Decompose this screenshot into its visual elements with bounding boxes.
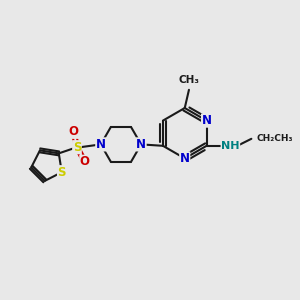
Text: CH₂CH₃: CH₂CH₃ (257, 134, 293, 143)
Text: O: O (80, 155, 90, 168)
Text: S: S (58, 166, 66, 179)
Text: S: S (73, 141, 81, 154)
Text: O: O (69, 125, 79, 138)
Text: N: N (180, 152, 190, 165)
Text: NH: NH (221, 141, 240, 151)
Text: CH₃: CH₃ (178, 75, 200, 85)
Text: N: N (96, 138, 106, 151)
Text: N: N (202, 114, 212, 127)
Text: N: N (136, 138, 146, 151)
